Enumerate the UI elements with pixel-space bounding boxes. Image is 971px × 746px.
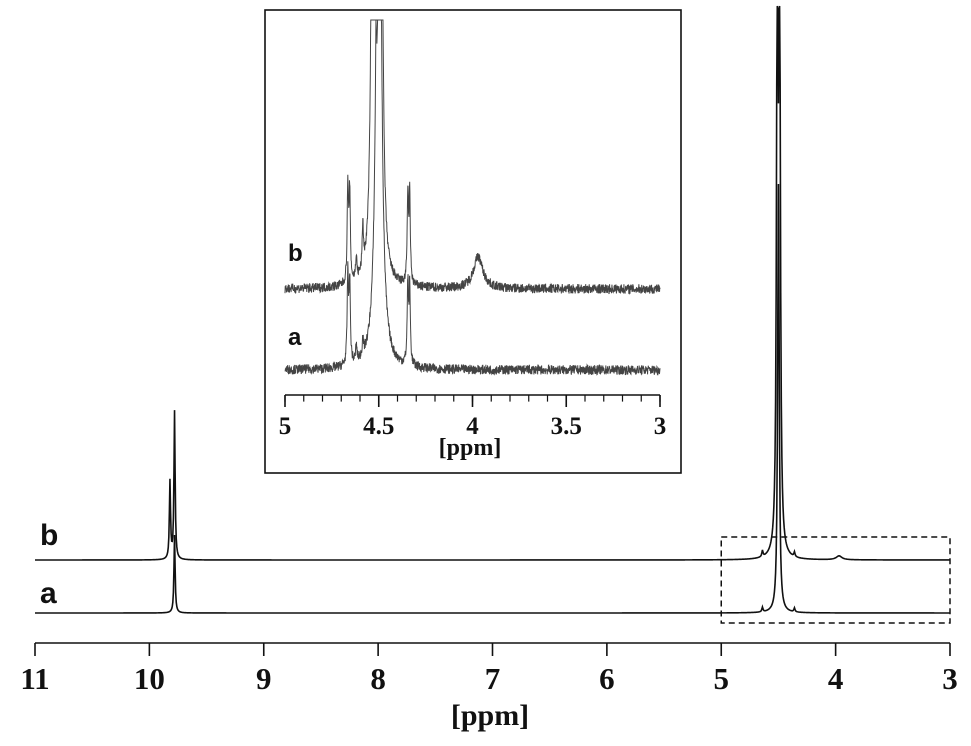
x-tick-label: 3: [942, 661, 958, 696]
spectrum-traces: ab: [35, 5, 950, 614]
inset-x-axis-title: [ppm]: [439, 435, 502, 461]
inset-x-axis-ticks: 5 4.5 4 3.5 3: [279, 395, 667, 440]
x-tick-label: 3.5: [551, 413, 582, 440]
main-spectrum-plot: 11 10 9 8 7 6 5 4 3 ab [ppm]: [20, 5, 958, 732]
x-tick-label: 9: [256, 661, 272, 696]
trace-label-a: a: [288, 324, 302, 351]
spectrum-trace-b: [284, 19, 661, 295]
x-tick-label: 11: [20, 661, 49, 696]
x-axis-title: [ppm]: [451, 699, 529, 732]
trace-label-b: b: [288, 240, 303, 267]
x-tick-label: 4: [466, 413, 479, 440]
x-tick-label: 4: [828, 661, 844, 696]
x-tick-label: 3: [654, 413, 667, 440]
x-tick-label: 4.5: [363, 413, 394, 440]
x-axis-ticks: 11 10 9 8 7 6 5 4 3: [20, 643, 958, 696]
trace-label-b: b: [40, 519, 58, 552]
x-tick-label: 8: [370, 661, 386, 696]
trace-label-a: a: [40, 577, 57, 610]
spectrum-trace-b: [35, 5, 950, 561]
spectrum-trace-a: [35, 183, 950, 614]
inset-spectrum-plot: 5 4.5 4 3.5 3 ab [ppm]: [264, 9, 682, 474]
x-tick-label: 6: [599, 661, 615, 696]
x-tick-label: 5: [279, 413, 292, 440]
spectrum-trace-a: [284, 19, 661, 376]
x-tick-label: 10: [134, 661, 165, 696]
inset-spectrum-traces: ab: [284, 19, 661, 376]
x-tick-label: 7: [485, 661, 501, 696]
highlight-region-box: [720, 536, 951, 624]
x-tick-label: 5: [714, 661, 730, 696]
